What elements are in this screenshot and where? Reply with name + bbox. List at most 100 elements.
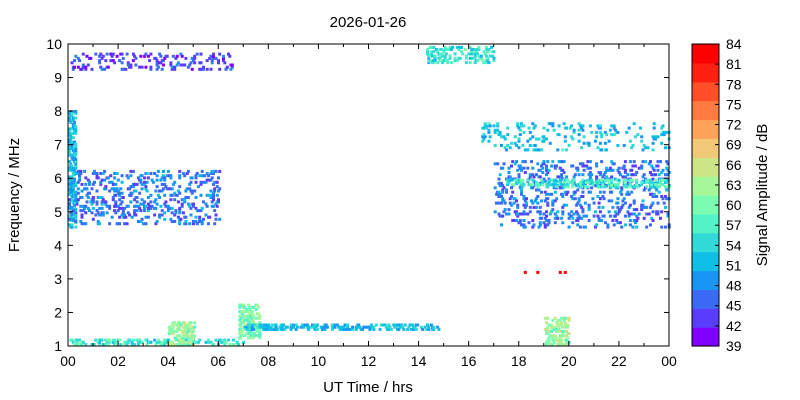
data-point [193,54,197,58]
data-point [209,189,213,193]
data-point [537,183,541,187]
data-point [223,343,227,346]
data-point [68,131,71,135]
data-point [160,182,164,186]
data-point [571,137,575,141]
data-point [342,325,346,329]
data-point [593,184,597,188]
data-point [111,182,115,186]
data-point [70,213,74,217]
data-point [617,166,621,170]
data-point [139,180,143,184]
data-point [222,56,225,60]
colorbar-tick-label: 72 [726,117,742,133]
data-point [386,325,389,329]
data-point [655,195,659,198]
data-point [374,323,378,327]
data-point [108,222,112,226]
data-point [528,210,532,214]
data-point [526,139,530,143]
data-point [188,187,192,191]
data-point [357,323,361,327]
data-point [76,187,80,191]
data-point [528,137,532,141]
data-point [586,185,590,189]
data-point [243,334,247,338]
data-point [602,180,606,184]
data-point [645,180,649,184]
data-point [90,67,94,71]
data-point [516,168,520,172]
data-point [242,303,245,307]
data-point [240,310,244,314]
data-point [635,214,639,218]
data-point [98,343,102,346]
data-point [553,190,557,194]
data-point [528,130,532,134]
data-point [557,133,561,137]
data-point [248,316,252,320]
data-point [570,214,574,218]
data-point [95,172,99,175]
data-point [545,343,548,346]
data-point [600,135,604,139]
data-point [123,213,127,217]
data-point [207,193,210,197]
data-point [553,166,557,170]
data-point [449,48,453,51]
data-point [71,209,75,213]
data-point [75,343,79,346]
data-point [545,214,548,218]
data-point [597,201,601,205]
data-point [443,45,447,49]
data-point [617,180,621,184]
data-point [650,192,654,196]
data-point [568,180,572,184]
data-point [588,166,592,170]
data-point [595,223,599,227]
data-point [153,172,157,175]
colorbar-label: Signal Amplitude / dB [754,124,771,267]
data-point [280,325,284,329]
data-point [123,206,127,210]
data-point [582,168,586,172]
data-point [180,202,184,206]
data-point [133,54,137,58]
data-point [477,54,481,58]
data-point [537,188,541,192]
data-point [189,180,193,184]
data-point [186,196,190,199]
data-point [69,189,73,193]
data-point [80,222,84,226]
data-point [71,188,75,192]
data-point [230,65,234,69]
data-point [93,343,96,346]
data-point [540,216,543,220]
data-point [159,61,163,65]
data-point [528,205,532,209]
data-point [199,180,203,184]
data-point [566,190,570,194]
data-point [590,186,594,190]
data-point [517,178,521,182]
data-point [602,214,606,218]
data-point [633,221,637,225]
data-point [73,140,76,144]
data-point [578,203,582,207]
data-point [84,182,88,186]
data-point [557,340,561,344]
data-point [161,174,165,178]
data-point [640,183,644,187]
data-point [664,225,667,229]
data-point [71,136,75,140]
data-point [76,65,80,69]
data-point [323,325,327,329]
data-point [533,199,537,203]
data-point [610,160,614,164]
data-point [70,61,74,65]
x-tick-label: 14 [411,353,427,369]
data-point [612,133,616,137]
data-point [252,321,256,324]
data-point [553,183,557,187]
data-point [536,185,540,189]
